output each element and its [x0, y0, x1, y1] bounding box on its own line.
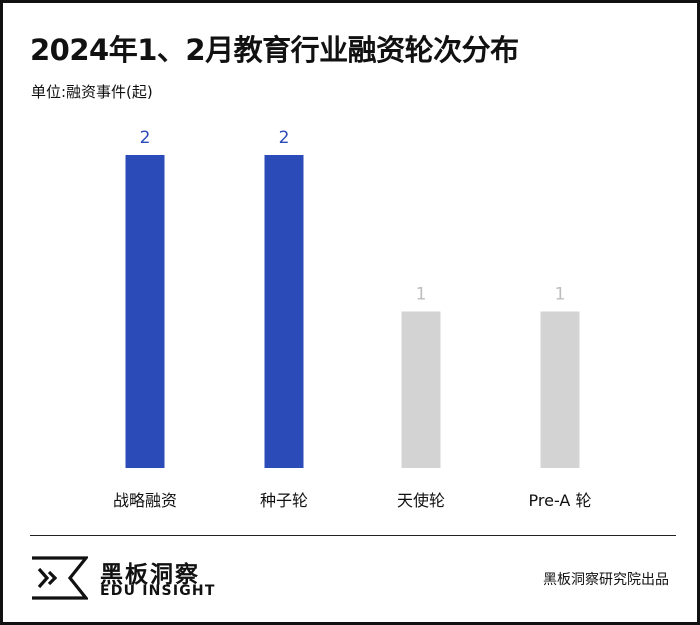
data-label-1: 2	[140, 128, 151, 148]
edu-insight-logo-icon	[32, 556, 88, 600]
unit-label: 单位:融资事件(起)	[31, 83, 153, 101]
brand-name-cn: 黑板洞察	[100, 562, 200, 588]
source-credit: 黑板洞察研究院出品	[543, 572, 669, 588]
data-label-3: 1	[416, 285, 427, 305]
bar-1	[125, 155, 165, 468]
bar-2	[264, 155, 304, 468]
data-label-2: 2	[279, 128, 290, 148]
brand-name-en: EDU INSIGHT	[100, 583, 216, 599]
category-label-3: 天使轮	[397, 491, 445, 510]
bar-chart: 2 战略融资 2 种子轮 1 天使轮 1 Pre-A 轮	[113, 128, 592, 510]
data-label-4: 1	[555, 285, 566, 305]
category-label-2: 种子轮	[260, 491, 308, 510]
footer-divider	[30, 535, 676, 536]
bar-4	[540, 311, 580, 468]
bar-3	[401, 311, 441, 468]
category-label-1: 战略融资	[113, 491, 177, 510]
chart-title: 2024年1、2月教育行业融资轮次分布	[30, 33, 519, 67]
brand-logo: 黑板洞察 EDU INSIGHT	[30, 555, 220, 603]
category-label-4: Pre-A 轮	[529, 491, 592, 510]
